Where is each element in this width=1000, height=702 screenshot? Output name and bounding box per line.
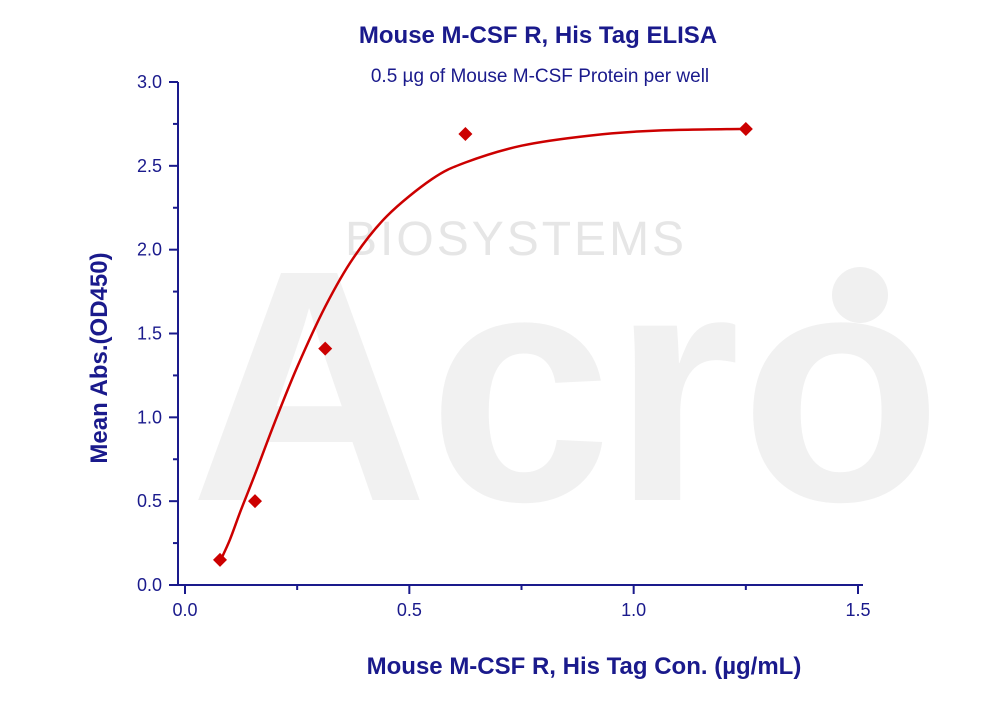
svg-text:Acro: Acro — [190, 201, 942, 570]
y-ticks: 0.0 0.5 1.0 1.5 2.0 2.5 3.0 — [137, 72, 178, 595]
y-tick-label: 2.5 — [137, 156, 162, 176]
data-point — [458, 126, 473, 141]
chart-title: Mouse M-CSF R, His Tag ELISA — [359, 22, 717, 49]
data-point — [212, 552, 227, 567]
svg-text:BIOSYSTEMS: BIOSYSTEMS — [345, 213, 687, 266]
data-points — [212, 121, 753, 567]
data-point — [247, 494, 262, 509]
x-tick-label: 0.0 — [172, 600, 197, 620]
x-tick-label: 0.5 — [397, 600, 422, 620]
y-tick-label: 1.0 — [137, 407, 162, 427]
axes: 0.0 0.5 1.0 1.5 2.0 2.5 3.0 0.0 0.5 1.0 1.5 — [137, 72, 871, 620]
y-tick-label: 2.0 — [137, 240, 162, 260]
y-tick-label: 0.5 — [137, 491, 162, 511]
y-tick-label: 0.0 — [137, 575, 162, 595]
plot-area — [212, 121, 753, 567]
x-tick-label: 1.0 — [621, 600, 646, 620]
y-tick-label: 3.0 — [137, 72, 162, 92]
data-point — [318, 341, 333, 356]
x-ticks: 0.0 0.5 1.0 1.5 — [172, 585, 871, 620]
data-point — [738, 121, 753, 136]
x-tick-label: 1.5 — [845, 600, 870, 620]
chart-subtitle: 0.5 µg of Mouse M-CSF Protein per well — [371, 66, 709, 87]
x-axis-title: Mouse M-CSF R, His Tag Con. (µg/mL) — [367, 653, 802, 680]
y-tick-label: 1.5 — [137, 324, 162, 344]
watermark-logo: BIOSYSTEMS Acro — [190, 201, 942, 570]
y-axis-title: Mean Abs.(OD450) — [86, 252, 113, 463]
fit-curve — [218, 127, 746, 563]
